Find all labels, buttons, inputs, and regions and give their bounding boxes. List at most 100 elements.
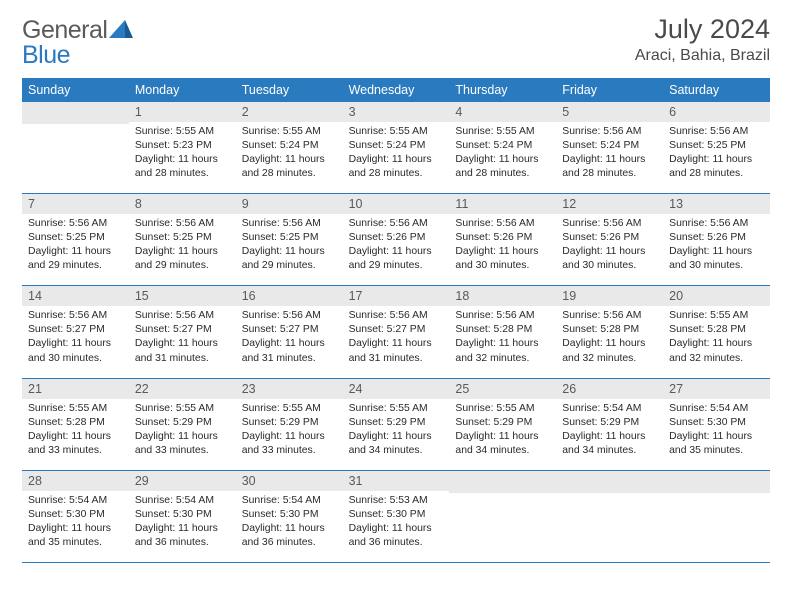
day-cell: 16Sunrise: 5:56 AMSunset: 5:27 PMDayligh… [236, 286, 343, 377]
day-cell: 25Sunrise: 5:55 AMSunset: 5:29 PMDayligh… [449, 379, 556, 470]
day-number [663, 471, 770, 493]
day-number: 31 [343, 471, 450, 491]
sunset-text: Sunset: 5:30 PM [242, 508, 337, 522]
sunrise-text: Sunrise: 5:56 AM [455, 309, 550, 323]
sunset-text: Sunset: 5:24 PM [349, 139, 444, 153]
daylight-text: Daylight: 11 hours and 34 minutes. [455, 430, 550, 458]
sunrise-text: Sunrise: 5:55 AM [349, 125, 444, 139]
weekday-header: Thursday [449, 78, 556, 102]
day-cell [556, 471, 663, 562]
day-number: 4 [449, 102, 556, 122]
day-cell: 26Sunrise: 5:54 AMSunset: 5:29 PMDayligh… [556, 379, 663, 470]
sunset-text: Sunset: 5:29 PM [562, 416, 657, 430]
sunset-text: Sunset: 5:28 PM [669, 323, 764, 337]
sunrise-text: Sunrise: 5:56 AM [242, 217, 337, 231]
sunset-text: Sunset: 5:26 PM [455, 231, 550, 245]
sunset-text: Sunset: 5:29 PM [349, 416, 444, 430]
day-cell: 30Sunrise: 5:54 AMSunset: 5:30 PMDayligh… [236, 471, 343, 562]
sunrise-text: Sunrise: 5:55 AM [349, 402, 444, 416]
daylight-text: Daylight: 11 hours and 36 minutes. [242, 522, 337, 550]
sunrise-text: Sunrise: 5:56 AM [135, 309, 230, 323]
day-cell: 23Sunrise: 5:55 AMSunset: 5:29 PMDayligh… [236, 379, 343, 470]
daylight-text: Daylight: 11 hours and 28 minutes. [669, 153, 764, 181]
sunset-text: Sunset: 5:30 PM [669, 416, 764, 430]
day-number: 25 [449, 379, 556, 399]
day-details: Sunrise: 5:56 AMSunset: 5:26 PMDaylight:… [343, 214, 450, 285]
day-details: Sunrise: 5:55 AMSunset: 5:24 PMDaylight:… [236, 122, 343, 193]
day-cell: 4Sunrise: 5:55 AMSunset: 5:24 PMDaylight… [449, 102, 556, 193]
sunrise-text: Sunrise: 5:54 AM [28, 494, 123, 508]
day-cell: 11Sunrise: 5:56 AMSunset: 5:26 PMDayligh… [449, 194, 556, 285]
day-number: 1 [129, 102, 236, 122]
daylight-text: Daylight: 11 hours and 34 minutes. [349, 430, 444, 458]
sunrise-text: Sunrise: 5:54 AM [242, 494, 337, 508]
day-cell: 17Sunrise: 5:56 AMSunset: 5:27 PMDayligh… [343, 286, 450, 377]
sunrise-text: Sunrise: 5:54 AM [135, 494, 230, 508]
day-details: Sunrise: 5:56 AMSunset: 5:26 PMDaylight:… [663, 214, 770, 285]
day-details: Sunrise: 5:53 AMSunset: 5:30 PMDaylight:… [343, 491, 450, 562]
day-cell: 27Sunrise: 5:54 AMSunset: 5:30 PMDayligh… [663, 379, 770, 470]
daylight-text: Daylight: 11 hours and 31 minutes. [242, 337, 337, 365]
weekday-header-row: Sunday Monday Tuesday Wednesday Thursday… [22, 78, 770, 102]
sunset-text: Sunset: 5:26 PM [562, 231, 657, 245]
day-number: 2 [236, 102, 343, 122]
weekday-header: Tuesday [236, 78, 343, 102]
day-cell: 1Sunrise: 5:55 AMSunset: 5:23 PMDaylight… [129, 102, 236, 193]
daylight-text: Daylight: 11 hours and 29 minutes. [349, 245, 444, 273]
sunset-text: Sunset: 5:23 PM [135, 139, 230, 153]
day-details: Sunrise: 5:56 AMSunset: 5:27 PMDaylight:… [129, 306, 236, 377]
sunset-text: Sunset: 5:24 PM [562, 139, 657, 153]
sunrise-text: Sunrise: 5:55 AM [455, 125, 550, 139]
logo-triangle-icon [109, 20, 133, 40]
day-cell: 7Sunrise: 5:56 AMSunset: 5:25 PMDaylight… [22, 194, 129, 285]
sunrise-text: Sunrise: 5:56 AM [562, 309, 657, 323]
day-details: Sunrise: 5:54 AMSunset: 5:30 PMDaylight:… [236, 491, 343, 562]
week-row: 28Sunrise: 5:54 AMSunset: 5:30 PMDayligh… [22, 471, 770, 563]
location: Araci, Bahia, Brazil [635, 47, 770, 65]
day-details: Sunrise: 5:54 AMSunset: 5:29 PMDaylight:… [556, 399, 663, 470]
day-cell: 31Sunrise: 5:53 AMSunset: 5:30 PMDayligh… [343, 471, 450, 562]
day-details: Sunrise: 5:56 AMSunset: 5:24 PMDaylight:… [556, 122, 663, 193]
sunrise-text: Sunrise: 5:54 AM [562, 402, 657, 416]
day-details: Sunrise: 5:56 AMSunset: 5:25 PMDaylight:… [236, 214, 343, 285]
day-number [556, 471, 663, 493]
day-cell [449, 471, 556, 562]
day-details: Sunrise: 5:56 AMSunset: 5:25 PMDaylight:… [129, 214, 236, 285]
day-number: 13 [663, 194, 770, 214]
day-cell: 3Sunrise: 5:55 AMSunset: 5:24 PMDaylight… [343, 102, 450, 193]
day-number: 5 [556, 102, 663, 122]
daylight-text: Daylight: 11 hours and 28 minutes. [135, 153, 230, 181]
day-cell: 6Sunrise: 5:56 AMSunset: 5:25 PMDaylight… [663, 102, 770, 193]
day-number: 11 [449, 194, 556, 214]
weekday-header: Monday [129, 78, 236, 102]
sunset-text: Sunset: 5:29 PM [455, 416, 550, 430]
day-number: 24 [343, 379, 450, 399]
sunrise-text: Sunrise: 5:53 AM [349, 494, 444, 508]
day-details: Sunrise: 5:56 AMSunset: 5:28 PMDaylight:… [449, 306, 556, 377]
weekday-header: Saturday [663, 78, 770, 102]
daylight-text: Daylight: 11 hours and 29 minutes. [242, 245, 337, 273]
day-number: 10 [343, 194, 450, 214]
day-details: Sunrise: 5:55 AMSunset: 5:29 PMDaylight:… [449, 399, 556, 470]
sunset-text: Sunset: 5:24 PM [242, 139, 337, 153]
sunrise-text: Sunrise: 5:55 AM [669, 309, 764, 323]
day-number: 19 [556, 286, 663, 306]
daylight-text: Daylight: 11 hours and 29 minutes. [135, 245, 230, 273]
day-details: Sunrise: 5:56 AMSunset: 5:26 PMDaylight:… [556, 214, 663, 285]
day-number [22, 102, 129, 124]
daylight-text: Daylight: 11 hours and 30 minutes. [455, 245, 550, 273]
sunset-text: Sunset: 5:25 PM [28, 231, 123, 245]
daylight-text: Daylight: 11 hours and 31 minutes. [349, 337, 444, 365]
day-details: Sunrise: 5:56 AMSunset: 5:27 PMDaylight:… [22, 306, 129, 377]
sunrise-text: Sunrise: 5:55 AM [28, 402, 123, 416]
sunset-text: Sunset: 5:30 PM [135, 508, 230, 522]
day-number: 15 [129, 286, 236, 306]
day-number [449, 471, 556, 493]
week-row: 7Sunrise: 5:56 AMSunset: 5:25 PMDaylight… [22, 194, 770, 286]
daylight-text: Daylight: 11 hours and 28 minutes. [242, 153, 337, 181]
daylight-text: Daylight: 11 hours and 36 minutes. [349, 522, 444, 550]
sunset-text: Sunset: 5:26 PM [669, 231, 764, 245]
day-cell [663, 471, 770, 562]
sunrise-text: Sunrise: 5:56 AM [349, 309, 444, 323]
day-details: Sunrise: 5:56 AMSunset: 5:27 PMDaylight:… [343, 306, 450, 377]
